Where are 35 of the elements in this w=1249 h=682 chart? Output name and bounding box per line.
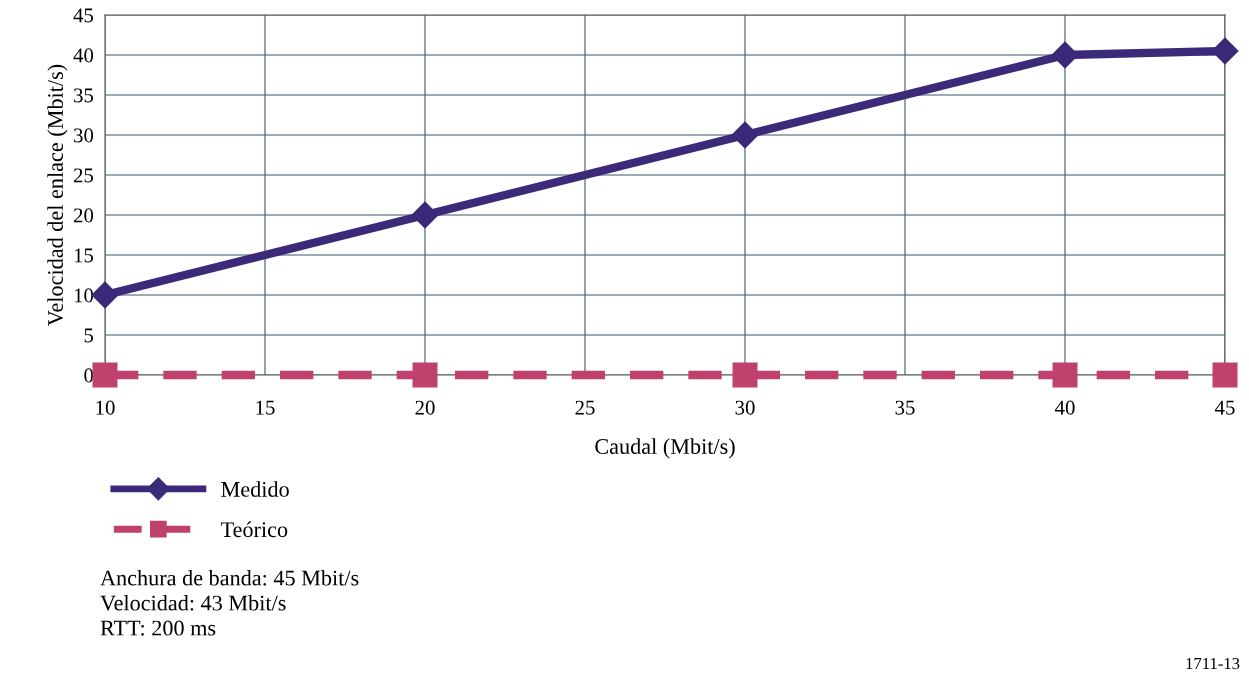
legend-label: Teórico [220, 521, 288, 538]
x-tick-label: 20 [415, 400, 435, 415]
point [1212, 362, 1238, 388]
x-tick-label: 10 [96, 400, 115, 415]
text: RTT: 200 ms [100, 620, 216, 636]
x-tick-label: 30 [735, 400, 755, 415]
text: 1711-13 [1186, 657, 1240, 670]
point [91, 281, 119, 309]
y-tick-label: 0 [84, 368, 94, 383]
point [411, 201, 439, 229]
point [412, 362, 438, 388]
y-tick-label: 10 [74, 288, 94, 303]
y-tick-label: 25 [73, 168, 94, 183]
point [1052, 362, 1078, 388]
y-tick-label: 35 [74, 88, 94, 103]
point [731, 121, 759, 149]
text: Velocidad: 43 Mbit/s [100, 594, 286, 611]
x-tick-label: 15 [256, 400, 275, 415]
x-tick-label: 45 [1214, 400, 1235, 415]
point [732, 362, 758, 388]
legend-label: Medido [221, 481, 289, 497]
point [92, 362, 118, 388]
y-axis-title: Velocidad del enlace (Mbit/s) [47, 64, 68, 326]
y-tick-label: 15 [74, 248, 94, 263]
x-axis-title: Caudal (Mbit/s) [595, 438, 735, 459]
x-tick-label: 40 [1054, 400, 1075, 415]
text: Anchura de banda: 45 Mbit/s [100, 569, 359, 586]
x-tick-label: 35 [895, 400, 915, 415]
x-tick-label: 25 [575, 400, 595, 415]
y-tick-label: 40 [73, 48, 94, 63]
y-tick-label: 30 [74, 128, 94, 143]
y-tick-label: 45 [73, 8, 94, 23]
y-tick-label: 20 [73, 208, 94, 223]
y-tick-label: 5 [84, 328, 94, 343]
point [1211, 37, 1239, 65]
